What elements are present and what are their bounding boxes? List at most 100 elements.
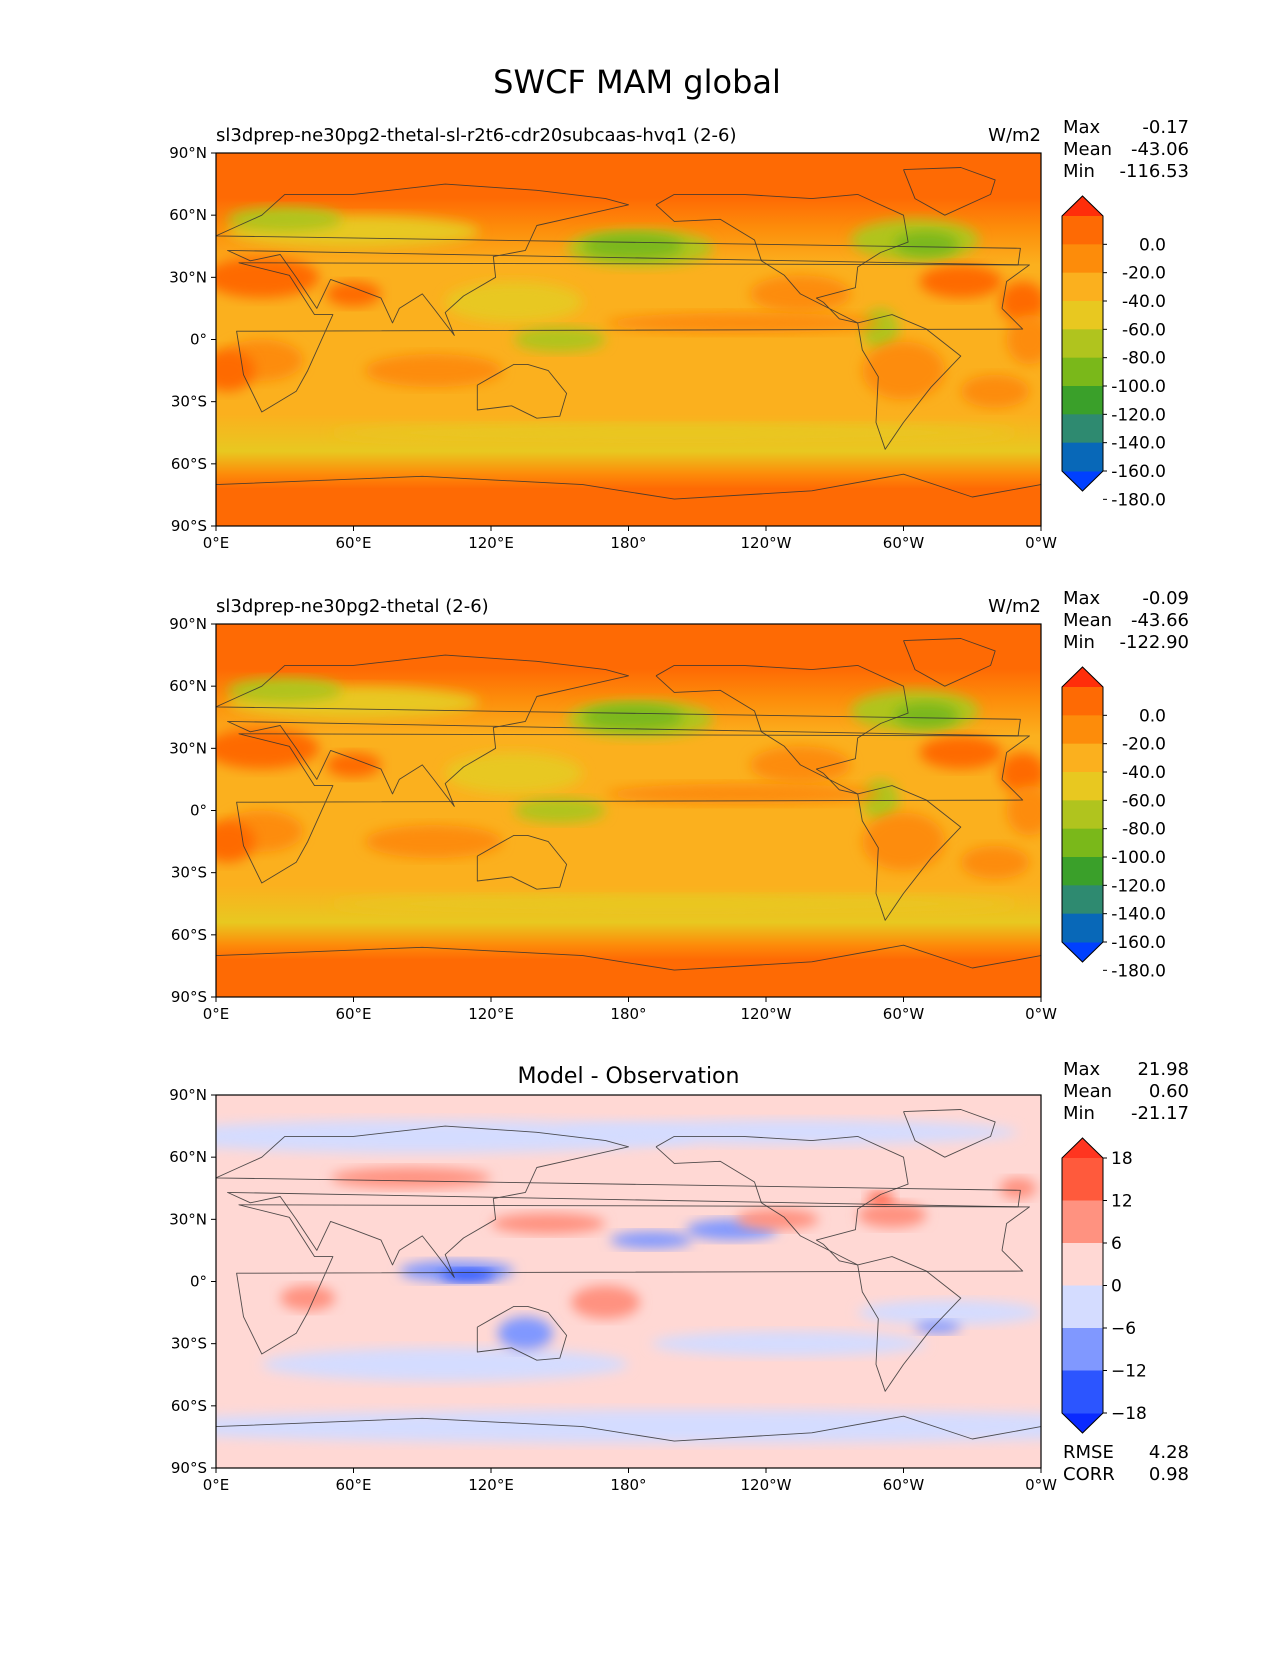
x-tick-label: 60°W [883,1476,925,1494]
map-field [216,624,1041,997]
field-contour [914,1320,961,1334]
field-contour [227,677,343,703]
y-tick-label: 60°S [171,926,207,944]
field-contour [216,820,255,863]
field-contour [894,231,959,257]
coastline [236,1204,1030,1355]
x-tick-label: 0°E [203,1476,230,1494]
coastline [903,638,996,687]
field-contour [364,354,503,388]
panel-title: sl3dprep-ne30pg2-thetal (2-6) [216,596,489,617]
coastline [857,1256,962,1392]
coastline [216,473,1041,500]
field-contour [326,281,381,307]
y-tick-label: 30°N [169,268,207,286]
colorbar-tick-label: -20.0 [1122,735,1166,755]
colorbar-tick-label: -100.0 [1111,377,1166,397]
field-contour [999,752,1041,794]
y-tick-label: 60°S [171,455,207,473]
stat-label-min: Min [1063,161,1095,182]
panel-units: W/m2 [988,125,1041,146]
field-contour [330,1167,491,1189]
y-tick-label: 90°S [171,1459,207,1477]
x-tick-label: 60°E [335,1476,371,1494]
panel-title: sl3dprep-ne30pg2-thetal-sl-r2t6-cdr20sub… [216,125,737,146]
field-contour [216,349,255,392]
field-contour [227,206,343,232]
y-tick-label: 90°N [169,144,207,162]
field-contour [582,704,684,730]
colorbar-tick-label: -80.0 [1122,820,1166,840]
field-contour [605,783,881,805]
y-tick-label: 30°S [171,864,207,882]
stat-value-max: -0.17 [1142,117,1189,138]
colorbar-segment [1062,715,1103,745]
coastline [216,944,1041,971]
colorbar-segment [1062,329,1103,359]
field-contour [261,1347,629,1381]
stat-label-rmse: RMSE [1063,1442,1114,1463]
colorbar-segment [1062,272,1103,302]
stat-value-min: -122.90 [1120,632,1189,653]
colorbar: 18 12 6 0 −6 −12 −18 [1061,1137,1147,1434]
map-panel-2: 0°E 60°E 120°E 180° 120°W 60°W 0°W 90°N 60°N 30°N… [169,588,1189,1023]
field-contour [582,233,684,259]
colorbar-segment [1062,1200,1103,1244]
colorbar-tick-label: -140.0 [1111,905,1166,925]
coastline [655,193,909,324]
colorbar-tick-label: -20.0 [1122,264,1166,284]
colorbar-segment [1062,1158,1103,1201]
colorbar-extend-top [1062,667,1103,687]
colorbar-tick-label: -60.0 [1122,791,1166,811]
x-tick-label: 120°E [468,1005,514,1023]
y-tick-label: 90°S [171,517,207,535]
x-tick-label: 60°E [335,1005,371,1023]
x-tick-label: 0°E [203,534,230,552]
colorbar-segment [1062,442,1103,472]
map-panel-1: 0°E 60°E 120°E 180° 120°W 60°W 0°W 90°N 60°N 30°N… [169,117,1189,552]
field-contour [857,1300,1041,1326]
field-contour [960,845,1030,879]
colorbar-segment [1062,1285,1103,1329]
colorbar-tick-label: -140.0 [1111,434,1166,454]
field-contour [497,1316,553,1350]
colorbar-tick-label: -180.0 [1111,490,1166,510]
colorbar-tick-label: 0 [1111,1277,1122,1297]
colorbar-segment [1062,1370,1103,1414]
field-contour [894,702,959,728]
x-tick-label: 180° [610,1005,646,1023]
colorbar-tick-label: -180.0 [1111,961,1166,981]
panel-title: Model - Observation [518,1064,740,1089]
figure-title: SWCF MAM global [493,63,781,101]
field-contour [1006,314,1041,365]
y-tick-label: 0° [190,802,207,820]
colorbar-tick-label: 6 [1111,1234,1122,1254]
colorbar-segment [1062,687,1103,716]
colorbar-tick-label: -100.0 [1111,848,1166,868]
x-tick-label: 0°E [203,1005,230,1023]
stat-label-max: Max [1063,117,1101,138]
field-contour [491,1213,606,1234]
colorbar-tick-label: -60.0 [1122,320,1166,340]
colorbar-segment [1062,386,1103,415]
coastline [903,1109,996,1158]
coastline [655,1135,909,1266]
colorbar-tick-label: 0.0 [1139,235,1166,255]
stat-label-min: Min [1063,1103,1095,1124]
colorbar-segment [1062,857,1103,886]
field-contour [857,1202,927,1228]
y-tick-label: 0° [190,331,207,349]
x-tick-label: 120°E [468,1476,514,1494]
field-contour [513,798,606,823]
stat-value-mean: -43.66 [1131,610,1189,631]
colorbar-tick-label: -160.0 [1111,933,1166,953]
y-tick-label: 30°S [171,393,207,411]
colorbar-tick-label: −12 [1111,1362,1147,1382]
x-tick-label: 0°W [1025,534,1057,552]
field-contour [216,256,320,299]
y-tick-label: 30°S [171,1335,207,1353]
y-tick-label: 30°N [169,739,207,757]
colorbar-segment [1062,743,1103,773]
field-contour [605,312,881,334]
